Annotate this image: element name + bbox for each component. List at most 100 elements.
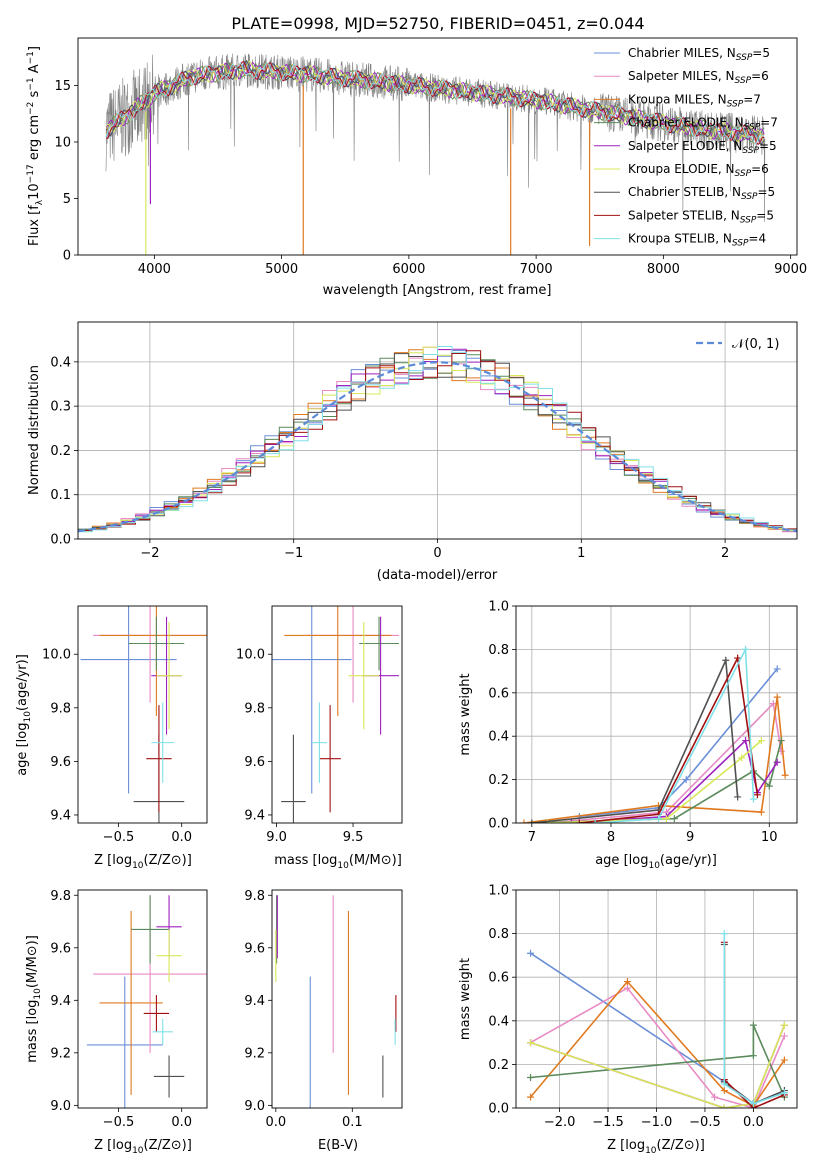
x-tick-label: 2 (721, 546, 729, 561)
weight-line-salpeter-stelib (579, 655, 759, 823)
y-tick-label: 0.3 (50, 400, 71, 415)
y-tick-label: 9.6 (50, 941, 71, 956)
y-tick-label: 15 (54, 79, 71, 94)
legend-label-chabrier-stelib: Chabrier STELIB, NSSP=5 (628, 185, 775, 202)
x-tick-label: −0.5 (689, 1115, 721, 1130)
weight-marker-salpeter-elodie (742, 737, 750, 745)
axes-frame (77, 605, 208, 824)
x-tick-label: −1.5 (592, 1115, 624, 1130)
weight-marker-kroupa-stelib (720, 1080, 728, 1088)
weight-marker-kroupa-stelib (591, 819, 599, 823)
y-tick-label: 0.2 (50, 444, 71, 459)
weight-marker-chabrier-miles (682, 776, 690, 784)
x-tick-label: 0.0 (171, 830, 192, 845)
panel-age-vs-mass: 9.0 9.5 9.4 9.6 9.8 10.0 mass [log10(M/M⊙)] (236, 605, 403, 871)
axes-frame (271, 605, 403, 824)
x-axis-label: mass [log10(M/M⊙)] (274, 853, 402, 871)
legend-label-salpeter-elodie: Salpeter ELODIE, NSSP=5 (628, 139, 777, 156)
x-axis-label: Z [log10(Z/Z⊙)] (607, 1138, 705, 1156)
weight-line-kroupa-elodie (530, 1024, 786, 1108)
figure-title: PLATE=0998, MJD=52750, FIBERID=0451, z=0… (231, 14, 644, 33)
weight-marker-kroupa-elodie (738, 754, 746, 762)
y-tick-label: 10.0 (42, 648, 71, 663)
y-tick-label: 9.4 (244, 994, 265, 1009)
plot-area-weight-vs-age (516, 606, 797, 823)
legend-label-salpeter-stelib: Salpeter STELIB, NSSP=5 (628, 208, 774, 225)
x-tick-label: 0.0 (265, 1115, 286, 1130)
weight-line-salpeter-miles (547, 701, 782, 823)
y-tick-label: 0.8 (488, 927, 509, 942)
weight-line-kroupa-miles (529, 980, 786, 1107)
spectrum-model-salpeter-stelib (105, 60, 765, 146)
plot-area-mass-vs-ebv (275, 895, 397, 1108)
y-tick-label: 9.8 (244, 701, 265, 716)
plot-area-age-vs-Z (80, 606, 207, 823)
y-tick-label: 10.0 (236, 648, 265, 663)
axes-frame (77, 321, 798, 540)
y-tick-label: 9.2 (244, 1046, 265, 1061)
axes-frame (77, 889, 208, 1109)
weight-marker-salpeter-elodie (567, 819, 575, 823)
y-tick-label: 9.4 (244, 808, 265, 823)
plot-area-residuals (78, 322, 797, 539)
x-tick-label: 5000 (265, 262, 298, 277)
weight-line-chabrier-stelib (723, 944, 785, 1105)
spectrum-data-line (105, 53, 766, 222)
y-tick-label: 0.4 (488, 730, 509, 745)
x-tick-label: 9.5 (343, 830, 364, 845)
x-tick-label: −0.5 (103, 1115, 135, 1130)
x-tick-label: 9000 (774, 262, 807, 277)
y-tick-label: 0.0 (50, 533, 71, 548)
y-tick-label: 9.6 (50, 755, 71, 770)
x-tick-label: 1 (577, 546, 585, 561)
y-tick-label: 0.8 (488, 643, 509, 658)
y-tick-label: 1.0 (488, 600, 509, 615)
x-tick-label: 6000 (392, 262, 425, 277)
plot-area-weight-vs-Z (516, 890, 797, 1108)
y-tick-label: 0.2 (488, 1058, 509, 1073)
weight-marker-kroupa-stelib (780, 1089, 788, 1097)
y-axis-label: mass weight (458, 673, 473, 755)
weight-marker-kroupa-stelib (749, 795, 757, 803)
histogram-kroupa-elodie (78, 346, 797, 533)
y-tick-label: 9.4 (50, 808, 71, 823)
y-tick-label: 9.8 (50, 701, 71, 716)
y-tick-label: 0.4 (50, 355, 71, 370)
weight-marker-chabrier-stelib (722, 656, 730, 664)
weight-marker-salpeter-stelib (734, 654, 742, 662)
weight-marker-chabrier-elodie (777, 737, 785, 745)
weight-line-kroupa-stelib (595, 646, 755, 823)
x-tick-label: 0 (433, 546, 441, 561)
legend: 𝒩(0, 1) (696, 337, 779, 352)
weight-marker-kroupa-stelib (720, 930, 728, 938)
weight-marker-kroupa-elodie (757, 737, 765, 745)
spectrum-model-chabrier-stelib (105, 60, 765, 145)
panel-mass-vs-ebv: 0.0 0.1 9.0 9.2 9.4 9.6 9.8 E(B-V) (244, 889, 403, 1153)
y-axis-label: Normed distribution (27, 365, 42, 495)
x-axis-label: age [log10(age/yr)] (595, 853, 717, 871)
panel-spectrum: 4000 5000 6000 7000 8000 9000 0 5 10 15 wavelength… (26, 37, 807, 298)
plot-area-age-vs-mass (272, 606, 399, 823)
y-axis-label: mass [log10(M/M⊙)] (25, 935, 43, 1063)
weight-marker-kroupa-miles (780, 1056, 788, 1064)
legend-label-chabrier-miles: Chabrier MILES, NSSP=5 (628, 46, 770, 63)
x-axis-label: wavelength [Angstrom, rest frame] (323, 283, 552, 298)
weight-marker-chabrier-miles (527, 949, 535, 957)
x-tick-label: 0.0 (171, 1115, 192, 1130)
weight-marker-kroupa-miles (773, 693, 781, 701)
x-tick-label: 7 (528, 830, 536, 845)
y-tick-label: 9.0 (50, 1099, 71, 1114)
weight-marker-kroupa-elodie (527, 1039, 535, 1047)
y-tick-label: 0.4 (488, 1014, 509, 1029)
weight-marker-chabrier-stelib (528, 819, 536, 823)
weight-marker-kroupa-elodie (662, 815, 670, 823)
y-tick-label: 0.0 (488, 1102, 509, 1117)
x-tick-label: −1 (284, 546, 303, 561)
weight-line-kroupa-stelib (723, 933, 785, 1105)
legend-label-kroupa-elodie: Kroupa ELODIE, NSSP=6 (628, 162, 769, 179)
weight-marker-chabrier-elodie (765, 782, 773, 790)
plot-area-spectrum (105, 53, 766, 255)
x-tick-label: 7000 (520, 262, 553, 277)
legend: Chabrier MILES, NSSP=5 Salpeter MILES, NS… (594, 46, 778, 249)
weight-marker-kroupa-elodie (780, 1021, 788, 1029)
